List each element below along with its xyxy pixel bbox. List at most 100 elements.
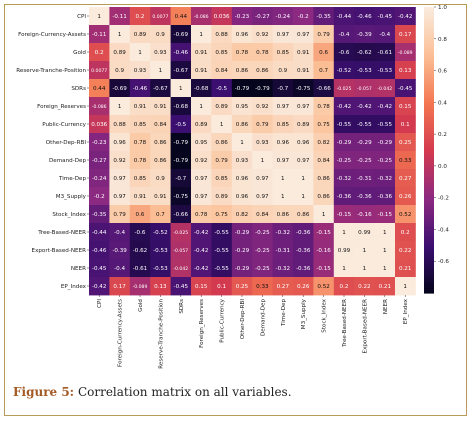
heatmap-cell	[272, 241, 294, 260]
heatmap-cell	[272, 277, 294, 296]
cell-value-label: -0.32	[276, 230, 290, 236]
cell-value-label: 0.97	[256, 194, 269, 200]
cell-value-label: 0.13	[154, 284, 167, 290]
cell-value-label: -0.15	[378, 212, 393, 218]
cell-value-label: 0.75	[317, 122, 330, 128]
heatmap-cell	[170, 241, 192, 260]
cell-value-label: -0.29	[337, 140, 352, 146]
colorbar-segment	[424, 7, 434, 10]
cell-value-label: 0.97	[277, 32, 290, 38]
heatmap-cell	[129, 151, 151, 170]
cell-value-label: -0.61	[378, 50, 393, 56]
heatmap-cell	[231, 241, 253, 260]
heatmap-cell	[231, 79, 253, 98]
heatmap-cell	[211, 205, 233, 224]
heatmap-cell	[191, 259, 212, 278]
heatmap-cell	[252, 205, 273, 224]
heatmap-cell	[333, 151, 355, 170]
colorbar-segment	[424, 278, 434, 282]
cell-value-label: 0.97	[113, 194, 126, 200]
colorbar-segment	[424, 233, 434, 237]
colorbar-segment	[424, 140, 434, 144]
colorbar-tick-label: 0.6	[438, 69, 447, 75]
cell-value-label: -0.55	[214, 266, 229, 272]
colorbar-segment	[424, 61, 434, 65]
cell-value-label: 0.86	[297, 212, 310, 218]
heatmap-cell	[129, 97, 151, 116]
cell-value-label: 0.91	[297, 68, 310, 74]
heatmap-cell	[89, 277, 110, 296]
heatmap-cell	[170, 169, 192, 188]
heatmap-cell	[395, 79, 416, 98]
x-tick-label: CPI	[97, 299, 103, 308]
cell-value-label: -0.62	[133, 248, 147, 254]
heatmap-cell	[354, 223, 375, 242]
cell-value-label: -0.15	[316, 266, 331, 272]
colorbar-segment	[424, 16, 434, 20]
cell-value-label: 1	[342, 266, 346, 272]
heatmap-cell	[191, 61, 212, 80]
heatmap-cell	[272, 151, 294, 170]
heatmap-cell	[211, 43, 233, 62]
heatmap-cell	[354, 97, 375, 116]
cell-value-label: -0.15	[337, 212, 352, 218]
heatmap-cell	[231, 223, 253, 242]
cell-value-label: -0.6	[339, 50, 350, 56]
cell-value-label: -0.7	[277, 86, 288, 92]
cell-value-label: 0.88	[113, 122, 126, 128]
cell-value-label: -0.025	[337, 86, 352, 92]
heatmap-cell	[89, 223, 110, 242]
y-tick-label: SDRs	[71, 86, 86, 92]
colorbar-segment	[424, 104, 434, 108]
cell-value-label: 0.27	[277, 284, 290, 290]
colorbar-segment	[424, 221, 434, 225]
cell-value-label: -0.35	[92, 212, 107, 218]
heatmap-cell	[333, 61, 355, 80]
heatmap-cell	[211, 7, 233, 26]
cell-value-label: -0.42	[194, 248, 208, 254]
heatmap-cell	[252, 61, 273, 80]
colorbar-segment	[424, 30, 434, 34]
cell-value-label: 0.92	[195, 158, 207, 164]
heatmap-cell	[313, 259, 335, 278]
colorbar-segment	[424, 123, 434, 127]
cell-value-label: 0.79	[215, 158, 228, 164]
heatmap-cell	[293, 25, 314, 44]
colorbar-segment	[424, 169, 434, 173]
x-tick-label: SDRs	[179, 299, 185, 314]
cell-value-label: 0.21	[399, 266, 412, 272]
heatmap-cell	[150, 61, 171, 80]
cell-value-label: 0.97	[277, 104, 290, 110]
cell-value-label: 0.96	[277, 140, 290, 146]
colorbar-segment	[424, 231, 434, 235]
cell-value-label: -0.27	[92, 158, 107, 164]
colorbar-segment	[424, 202, 434, 206]
heatmap-cell	[191, 169, 212, 188]
heatmap-cell	[109, 115, 131, 134]
cell-value-label: -0.057	[173, 248, 188, 254]
colorbar-segment	[424, 54, 434, 58]
x-tick-label: Time-Dep	[281, 299, 287, 327]
cell-value-label: 0.91	[154, 194, 167, 200]
colorbar-segment	[424, 247, 434, 251]
cell-value-label: -0.69	[174, 32, 189, 38]
colorbar-segment	[424, 226, 434, 230]
colorbar-segment	[424, 66, 434, 70]
colorbar-segment	[424, 223, 434, 227]
y-tick-label: Gold	[73, 50, 86, 56]
cell-value-label: 0.2	[401, 230, 410, 236]
cell-value-label: 0.91	[134, 194, 147, 200]
colorbar-segment	[424, 252, 434, 256]
colorbar-tick-label: 1.0	[438, 5, 447, 11]
colorbar-segment	[424, 142, 434, 146]
heatmap-cell	[374, 115, 396, 134]
heatmap-cell	[272, 97, 294, 116]
heatmap-cell	[129, 115, 151, 134]
cell-value-label: 0.86	[236, 68, 249, 74]
cell-value-label: 0.7	[156, 212, 165, 218]
heatmap-cell	[293, 115, 314, 134]
heatmap-cell	[170, 115, 192, 134]
cell-value-label: -0.089	[133, 284, 148, 290]
cell-value-label: 0.97	[113, 176, 126, 182]
colorbar-segment	[424, 83, 434, 87]
